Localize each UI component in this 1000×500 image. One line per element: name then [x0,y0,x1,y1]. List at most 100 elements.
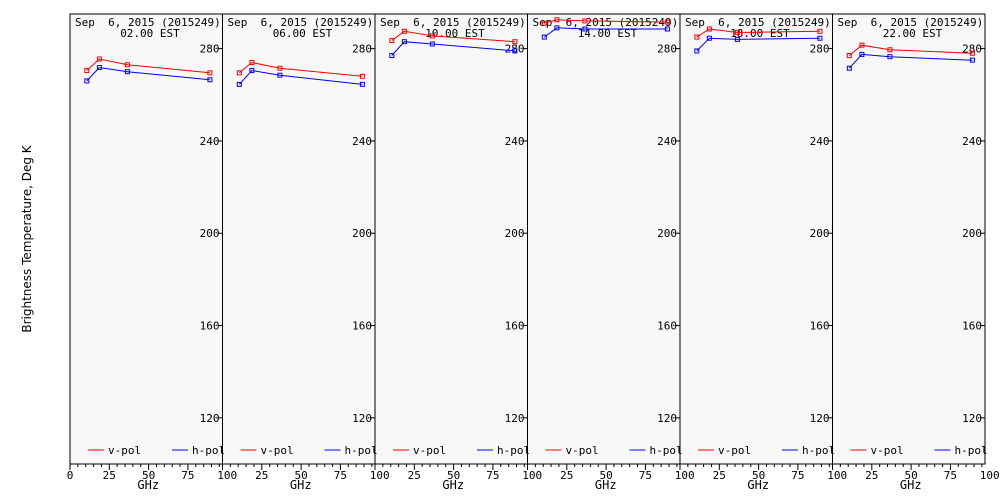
x-axis-label: GHz [137,478,159,492]
data-point-v-pol [512,39,518,45]
x-tick-label: 100 [827,469,847,482]
data-point-v-pol [359,73,365,79]
data-point-v-pol [582,18,588,24]
y-tick-label: 280 [352,43,372,56]
legend-label-v-pol: v-pol [108,444,141,457]
data-point-h-pol [734,36,740,42]
data-point-v-pol [429,33,435,39]
data-point-v-pol [706,26,712,32]
data-point-h-pol [401,39,407,45]
x-axis-label: GHz [442,478,464,492]
legend-label-v-pol: v-pol [261,444,294,457]
data-point-h-pol [236,81,242,87]
x-tick-label: 25 [103,469,116,482]
legend-label-h-pol: h-pol [345,444,378,457]
series-line-h-pol [238,69,363,85]
x-tick-label: 25 [408,469,421,482]
y-tick-label: 200 [200,227,220,240]
panel-title: Sep 6, 2015 (2015249) [533,16,679,29]
x-axis-label: GHz [595,478,617,492]
panel-5: Sep 6, 2015 (2015249)18.00 EST 120 160 200 2… [679,14,847,492]
panel-title: Sep 6, 2015 (2015249) [228,16,374,29]
data-point-v-pol [664,19,670,25]
panel-2: Sep 6, 2015 (2015249)06.00 EST 120 160 200 2… [222,14,390,492]
series-line-v-pol [86,58,210,74]
y-tick-label: 280 [200,43,220,56]
data-point-h-pol [817,35,823,41]
legend-label-h-pol: h-pol [802,444,835,457]
data-point-v-pol [124,62,130,68]
legend-label-h-pol: h-pol [497,444,530,457]
data-point-h-pol [96,65,102,71]
x-tick-label: 75 [639,469,652,482]
data-point-v-pol [554,17,560,23]
x-tick-label: 75 [181,469,194,482]
panel-title: Sep 6, 2015 (2015249) [838,16,984,29]
data-point-h-pol [277,72,283,78]
x-tick-label: 50 [752,469,765,482]
data-point-v-pol [207,70,213,76]
legend-label-h-pol: h-pol [955,444,988,457]
x-tick-label: 25 [255,469,268,482]
data-point-v-pol [84,68,90,74]
data-point-v-pol [96,56,102,62]
y-tick-label: 240 [352,135,372,148]
data-point-v-pol [969,50,975,56]
series-line-v-pol [544,19,668,24]
data-point-v-pol [236,70,242,76]
data-point-h-pol [124,69,130,75]
y-tick-label: 200 [962,227,982,240]
series-line-v-pol [848,44,973,56]
series-line-v-pol [696,28,820,38]
panel-title: Sep 6, 2015 (2015249) [75,16,221,29]
x-tick-label: 75 [486,469,499,482]
data-point-h-pol [554,25,560,31]
x-tick-label: 75 [791,469,804,482]
legend-label-v-pol: v-pol [566,444,599,457]
data-point-h-pol [389,53,395,59]
x-tick-label: 75 [944,469,957,482]
x-tick-label: 25 [865,469,878,482]
data-point-h-pol [541,34,547,40]
x-axis-label: GHz [747,478,769,492]
panel-time: 02.00 EST [120,27,180,40]
x-tick-label: 100 [522,469,542,482]
x-tick-label: 50 [904,469,917,482]
panel-time: 18.00 EST [730,27,790,40]
y-tick-label: 120 [962,412,982,425]
data-point-v-pol [887,47,893,53]
y-tick-label: 280 [657,43,677,56]
panel-4: Sep 6, 2015 (2015249)14.00 EST 120 160 200 2… [527,14,695,492]
series-line-h-pol [544,27,668,38]
y-tick-label: 200 [505,227,525,240]
panel-time: 22.00 EST [883,27,943,40]
y-tick-label: 120 [505,412,525,425]
data-point-h-pol [706,35,712,41]
data-point-h-pol [582,26,588,32]
legend-label-v-pol: v-pol [413,444,446,457]
y-tick-label: 160 [352,320,372,333]
data-point-v-pol [694,34,700,40]
x-tick-label: 100 [675,469,695,482]
data-point-v-pol [734,29,740,35]
data-point-h-pol [694,48,700,54]
y-tick-label: 160 [657,320,677,333]
panel-1: Sep 6, 2015 (2015249)02.00 EST 120 160 200 2… [67,16,237,492]
x-tick-label: 100 [217,469,237,482]
x-tick-label: 50 [142,469,155,482]
y-tick-label: 240 [200,135,220,148]
y-tick-label: 160 [962,320,982,333]
panels-group: Sep 6, 2015 (2015249)02.00 EST1201602002… [67,14,1000,492]
y-tick-label: 160 [505,320,525,333]
x-tick-label: 100 [370,469,390,482]
x-tick-label: 50 [294,469,307,482]
data-point-v-pol [249,59,255,65]
series-line-h-pol [391,41,515,56]
data-point-v-pol [389,38,395,44]
legend-label-h-pol: h-pol [192,444,225,457]
panel-time: 14.00 EST [578,27,638,40]
y-tick-label: 160 [200,320,220,333]
y-tick-label: 280 [810,43,830,56]
data-point-h-pol [207,77,213,83]
x-axis-label: GHz [900,478,922,492]
